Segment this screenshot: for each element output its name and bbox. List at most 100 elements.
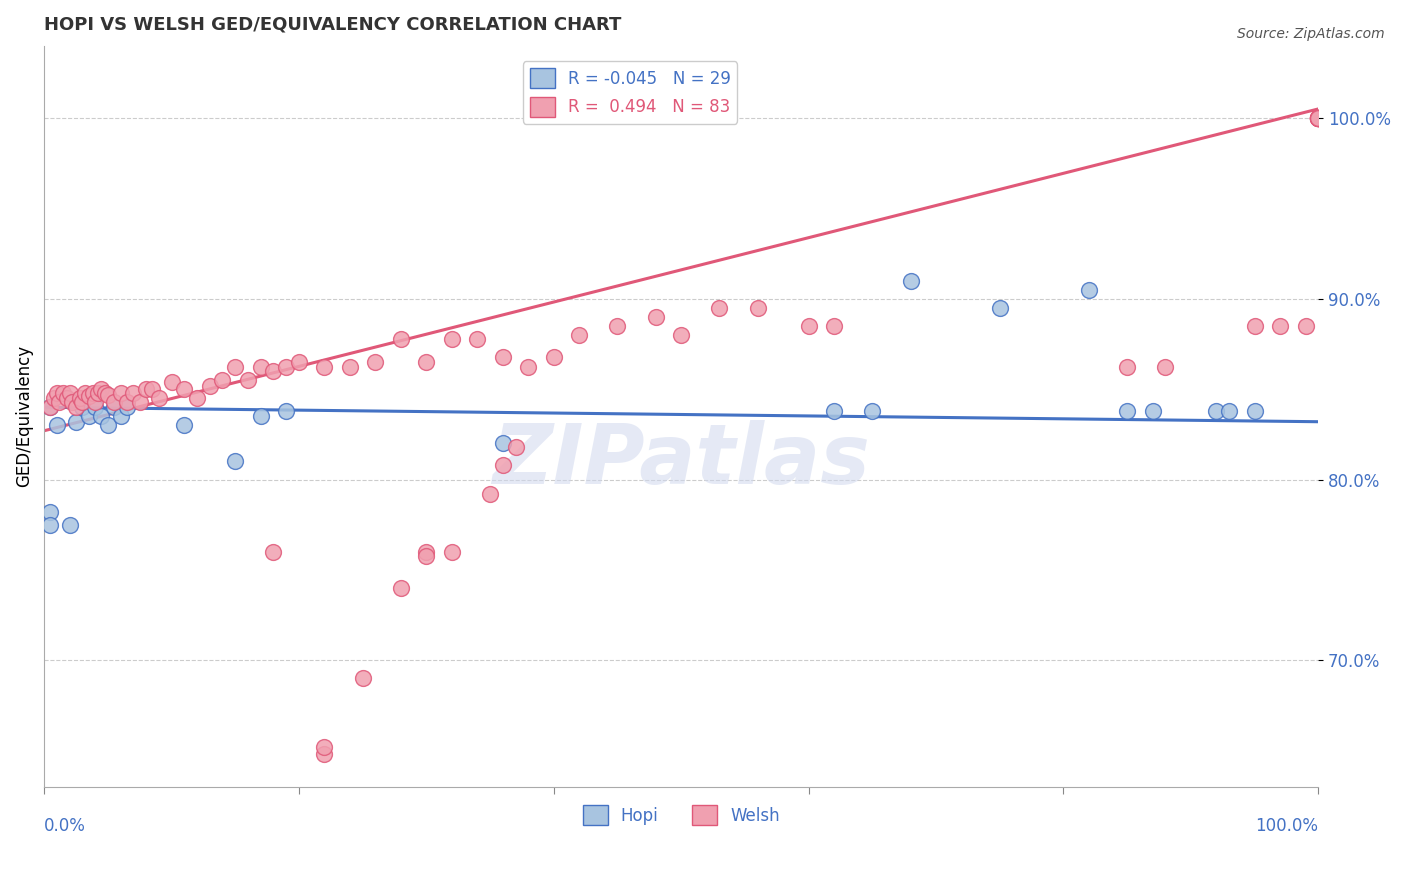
Point	[1154, 360, 1177, 375]
Point	[1308, 111, 1330, 125]
Y-axis label: GED/Equivalency: GED/Equivalency	[15, 345, 32, 487]
Point	[276, 404, 298, 418]
Point	[90, 382, 112, 396]
Point	[1308, 111, 1330, 125]
Point	[45, 385, 67, 400]
Point	[465, 332, 488, 346]
Point	[988, 301, 1011, 315]
Point	[339, 360, 361, 375]
Point	[173, 382, 195, 396]
Point	[48, 394, 70, 409]
Point	[73, 385, 96, 400]
Point	[276, 360, 298, 375]
Point	[747, 301, 769, 315]
Point	[1308, 111, 1330, 125]
Point	[900, 274, 922, 288]
Point	[823, 318, 845, 333]
Point	[148, 391, 170, 405]
Point	[39, 505, 62, 519]
Point	[211, 373, 233, 387]
Point	[492, 436, 515, 450]
Point	[440, 545, 463, 559]
Point	[1295, 318, 1317, 333]
Point	[262, 545, 284, 559]
Point	[103, 394, 125, 409]
Point	[1243, 404, 1265, 418]
Point	[249, 360, 271, 375]
Point	[115, 394, 138, 409]
Text: HOPI VS WELSH GED/EQUIVALENCY CORRELATION CHART: HOPI VS WELSH GED/EQUIVALENCY CORRELATIO…	[44, 15, 621, 33]
Point	[86, 385, 108, 400]
Point	[262, 364, 284, 378]
Point	[1308, 111, 1330, 125]
Point	[97, 387, 120, 401]
Point	[1116, 360, 1139, 375]
Point	[224, 454, 246, 468]
Point	[45, 418, 67, 433]
Point	[1308, 111, 1330, 125]
Point	[77, 389, 100, 403]
Point	[110, 409, 132, 424]
Point	[1116, 404, 1139, 418]
Point	[644, 310, 666, 324]
Point	[314, 360, 336, 375]
Point	[58, 517, 80, 532]
Point	[823, 404, 845, 418]
Point	[440, 332, 463, 346]
Point	[709, 301, 731, 315]
Point	[236, 373, 259, 387]
Point	[415, 549, 437, 563]
Point	[517, 360, 540, 375]
Point	[364, 355, 387, 369]
Point	[1308, 111, 1330, 125]
Point	[543, 350, 565, 364]
Point	[1308, 111, 1330, 125]
Point	[1308, 111, 1330, 125]
Point	[669, 327, 692, 342]
Point	[141, 382, 163, 396]
Point	[1243, 318, 1265, 333]
Point	[249, 409, 271, 424]
Point	[94, 385, 117, 400]
Point	[479, 487, 502, 501]
Point	[568, 327, 591, 342]
Point	[82, 385, 104, 400]
Point	[1308, 111, 1330, 125]
Point	[186, 391, 208, 405]
Point	[1268, 318, 1291, 333]
Point	[39, 401, 62, 415]
Point	[128, 394, 150, 409]
Point	[492, 350, 515, 364]
Point	[65, 401, 87, 415]
Point	[122, 385, 145, 400]
Point	[415, 355, 437, 369]
Point	[860, 404, 883, 418]
Point	[224, 360, 246, 375]
Text: 0.0%: 0.0%	[44, 816, 86, 835]
Point	[1205, 404, 1227, 418]
Point	[1218, 404, 1240, 418]
Point	[77, 409, 100, 424]
Point	[1077, 283, 1099, 297]
Point	[389, 581, 412, 595]
Point	[505, 440, 527, 454]
Legend: Hopi, Welsh: Hopi, Welsh	[576, 798, 786, 832]
Point	[160, 375, 183, 389]
Point	[1142, 404, 1164, 418]
Point	[198, 378, 221, 392]
Point	[314, 740, 336, 755]
Point	[65, 415, 87, 429]
Point	[39, 401, 62, 415]
Point	[492, 458, 515, 472]
Point	[1308, 111, 1330, 125]
Point	[103, 401, 125, 415]
Point	[115, 401, 138, 415]
Point	[60, 394, 83, 409]
Point	[797, 318, 820, 333]
Point	[56, 391, 79, 405]
Point	[84, 394, 107, 409]
Point	[173, 418, 195, 433]
Point	[389, 332, 412, 346]
Point	[90, 409, 112, 424]
Point	[39, 517, 62, 532]
